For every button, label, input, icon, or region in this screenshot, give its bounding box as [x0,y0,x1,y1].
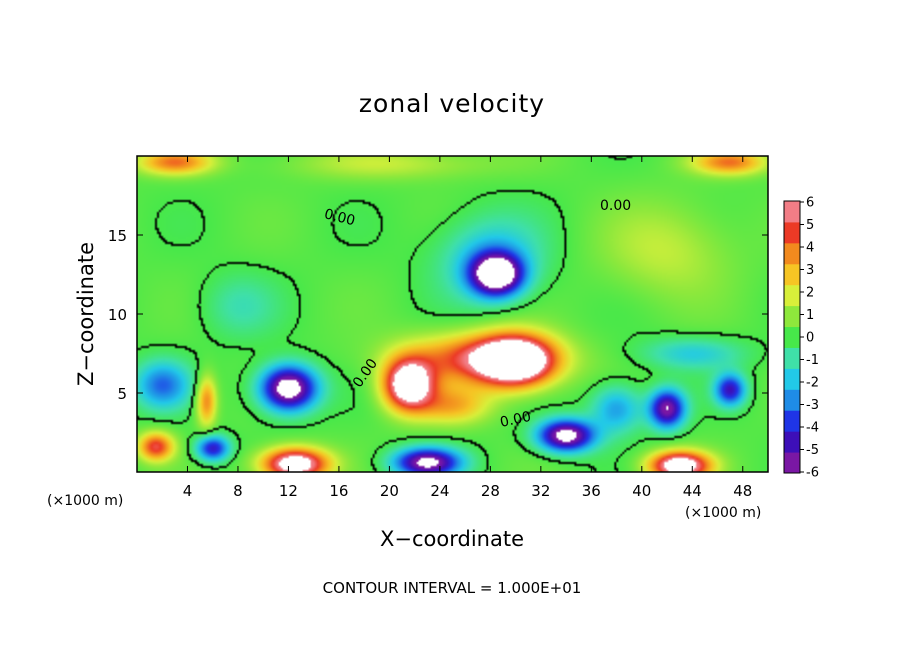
x-tick-label: 28 [481,482,500,500]
x-tick-label: 44 [683,482,702,500]
colorbar-tick-label: 1 [806,308,814,323]
x-tick-label: 16 [329,482,348,500]
colorbar-tick-label: -3 [806,398,819,413]
colorbar-tick-label: 2 [806,286,814,301]
y-tick-label: 15 [108,227,127,245]
colorbar-tick-label: 6 [806,196,814,211]
colorbar-tick-label: 5 [806,218,814,233]
contour-label: 0.00 [600,198,631,214]
contour-label: 0.00 [499,409,533,431]
colorbar-tick-label: -1 [806,353,819,368]
x-tick-label: 20 [380,482,399,500]
colorbar-swatch [784,389,800,411]
colorbar-swatch [784,368,800,390]
y-axis-label: Z−coordinate [74,242,98,386]
colorbar-swatch [784,326,800,348]
colorbar-tick-label: -6 [806,466,819,481]
y-tick-label: 10 [108,306,127,324]
colorbar-swatch [784,221,800,244]
x-tick-label: 48 [733,482,752,500]
chart-title: zonal velocity [359,89,545,118]
colorbar-swatch [784,431,800,453]
colorbar: 6 5 4 3 2 1 0 -1 -2 -3 -4 -5 -6 [783,196,819,481]
colorbar-tick-label: -2 [806,376,819,391]
colorbar-swatch [784,263,800,286]
colorbar-swatch [784,284,800,307]
heatmap-image [137,156,768,472]
colorbar-swatch [784,410,800,432]
contour-interval-note: CONTOUR INTERVAL = 1.000E+01 [323,579,582,597]
y-tick-label: 5 [117,385,127,403]
x-axis-label: X−coordinate [380,527,524,551]
colorbar-tick-label: 0 [806,331,814,346]
colorbar-tick-label: -4 [806,421,819,436]
heatmap-field [137,156,768,472]
colorbar-swatch [784,347,800,369]
colorbar-swatch [784,305,800,328]
colorbar-swatch [784,201,800,223]
x-tick-label: 32 [531,482,550,500]
y-axis: 5 10 15 [108,227,768,403]
x-axis-unit-left: (×1000 m) [47,493,123,509]
x-tick-label: 12 [279,482,298,500]
x-tick-label: 24 [430,482,449,500]
x-tick-label: 36 [582,482,601,500]
colorbar-swatch [784,452,800,474]
contour-label: 0.00 [323,206,357,229]
x-tick-label: 4 [183,482,193,500]
x-axis: 4 8 12 16 20 24 28 32 36 40 44 48 [183,156,752,500]
x-tick-label: 40 [632,482,651,500]
colorbar-swatch [784,242,800,265]
x-axis-unit-right: (×1000 m) [685,505,761,521]
colorbar-tick-label: -5 [806,443,819,458]
colorbar-tick-label: 3 [806,263,814,278]
x-tick-label: 8 [233,482,243,500]
colorbar-tick-label: 4 [806,241,814,256]
